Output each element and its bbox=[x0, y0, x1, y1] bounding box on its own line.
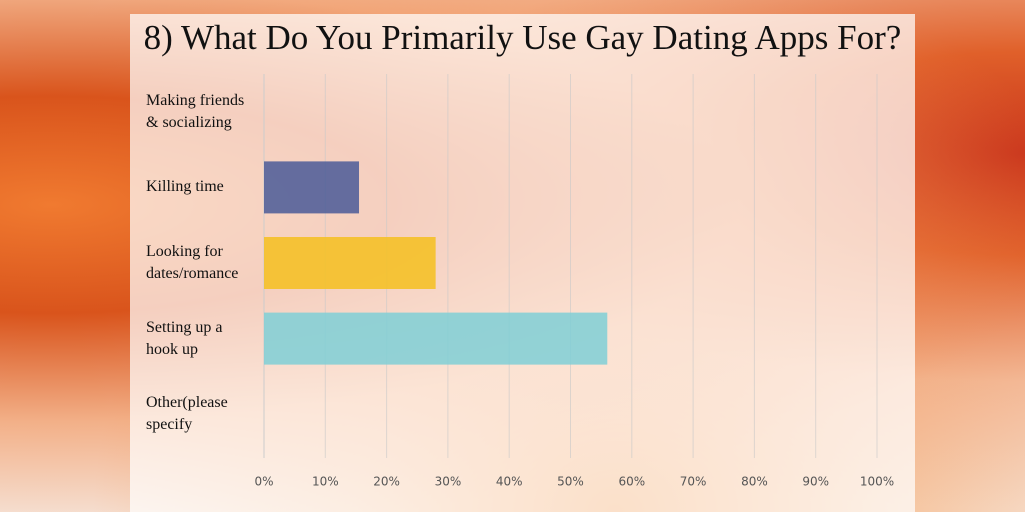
x-tick-label: 20% bbox=[373, 475, 400, 489]
x-tick-label: 0% bbox=[254, 475, 273, 489]
x-tick-label: 50% bbox=[557, 475, 584, 489]
x-tick-label: 40% bbox=[496, 475, 523, 489]
x-tick-label: 60% bbox=[618, 475, 645, 489]
panel bbox=[130, 14, 915, 512]
x-tick-label: 100% bbox=[860, 475, 894, 489]
y-tick-label: Setting up a hook up bbox=[146, 318, 223, 358]
bar bbox=[264, 161, 360, 214]
y-tick-label: Looking for dates/romance bbox=[146, 243, 239, 282]
x-tick-label: 90% bbox=[802, 475, 829, 489]
x-tick-label: 10% bbox=[312, 475, 339, 489]
bar bbox=[264, 237, 436, 289]
bar bbox=[264, 312, 608, 365]
x-tick-label: 30% bbox=[435, 475, 462, 489]
x-tick-label: 80% bbox=[741, 475, 768, 489]
x-tick-label: 70% bbox=[680, 475, 707, 489]
y-tick-label: Killing time bbox=[146, 178, 224, 196]
y-tick-label: Making friends & socializing bbox=[146, 91, 245, 131]
y-tick-label: Other(please specify bbox=[146, 394, 228, 434]
chart-title: 8) What Do You Primarily Use Gay Dating … bbox=[143, 18, 902, 57]
